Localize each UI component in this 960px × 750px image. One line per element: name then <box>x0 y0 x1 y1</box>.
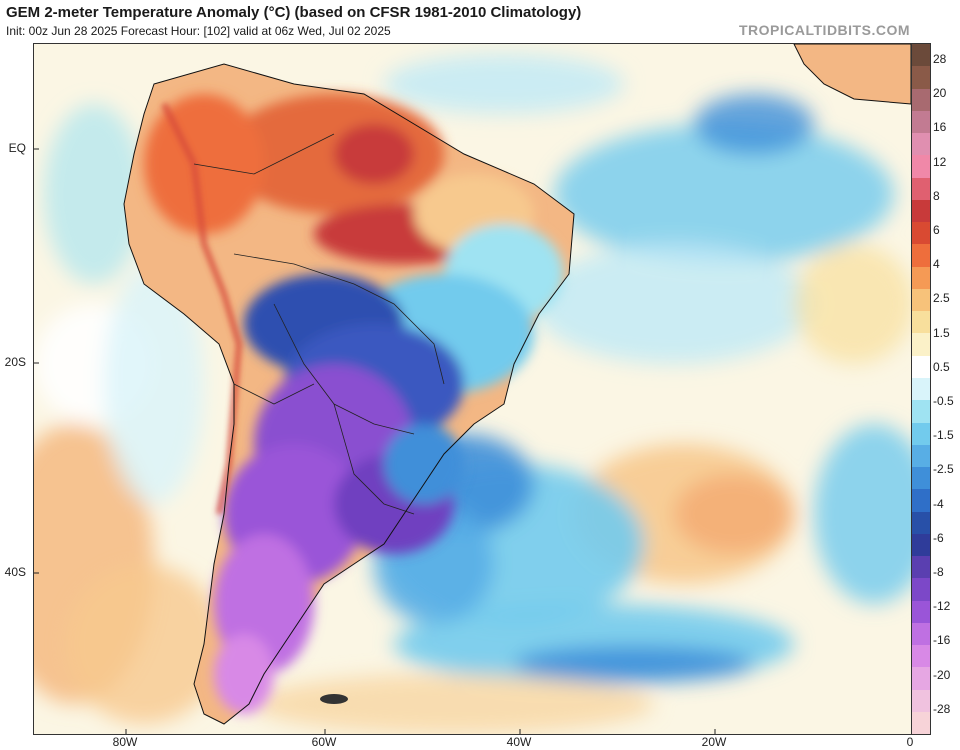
colorbar-label: 1.5 <box>933 325 950 340</box>
colorbar-label: 4 <box>933 257 940 272</box>
south-america <box>123 63 575 725</box>
colorbar-label: -6 <box>933 530 944 545</box>
pacific-anomalies <box>34 104 224 724</box>
colorbar-swatch <box>912 66 930 89</box>
colorbar-label: -4 <box>933 496 944 511</box>
colorbar-label: -2.5 <box>933 462 954 477</box>
lat-label-40s: 40S <box>4 565 26 579</box>
inner-ticks <box>34 148 716 734</box>
colorbar-swatch <box>912 377 930 401</box>
colorbar-swatch <box>912 288 930 312</box>
colorbar-swatch <box>912 266 930 289</box>
colorbar-swatch <box>912 177 930 200</box>
chart-title: GEM 2-meter Temperature Anomaly (°C) (ba… <box>6 4 582 21</box>
colorbar-swatch <box>912 556 930 579</box>
colorbar-label: 6 <box>933 223 940 237</box>
colorbar-swatch <box>912 645 930 668</box>
colorbar-label: -8 <box>933 565 944 579</box>
lat-label-20s: 20S <box>4 355 26 369</box>
lat-label-eq: EQ <box>8 141 26 155</box>
colorbar-label: 2.5 <box>933 291 950 306</box>
colorbar-swatch <box>912 533 930 557</box>
colorbar-label: 20 <box>933 86 947 101</box>
colorbar-label: -28 <box>933 701 951 716</box>
colorbar-swatch <box>912 244 930 267</box>
colorbar-swatch <box>912 400 930 423</box>
colorbar-label: 0.5 <box>933 359 950 374</box>
lon-label-40w: 40W <box>506 735 532 749</box>
africa-corner <box>793 44 911 105</box>
colorbar-label: 8 <box>933 188 940 203</box>
colorbar-swatch <box>912 88 930 111</box>
colorbar-label: 28 <box>933 52 947 66</box>
colorbar-swatch <box>912 311 930 334</box>
colorbar-swatch <box>912 511 930 534</box>
colorbar-swatch <box>912 110 930 134</box>
colorbar-label: 12 <box>933 154 947 169</box>
colorbar-swatch <box>912 355 930 378</box>
lon-label-80w: 80W <box>112 735 138 749</box>
colorbar-swatch <box>912 199 930 223</box>
colorbar-label: -1.5 <box>933 428 954 443</box>
colorbar-swatch <box>912 44 930 67</box>
map-canvas <box>34 44 911 734</box>
colorbar-swatch <box>912 622 930 646</box>
colorbar-swatch <box>912 600 930 623</box>
colorbar-swatch <box>912 133 930 156</box>
colorbar-label: -0.5 <box>933 394 954 408</box>
colorbar-swatch <box>912 155 930 178</box>
colorbar-swatch <box>912 489 930 512</box>
colorbar-swatch <box>912 444 930 468</box>
colorbar-swatch <box>912 689 930 712</box>
colorbar-swatch <box>912 222 930 245</box>
colorbar <box>911 43 931 735</box>
anomaly-map[interactable] <box>33 43 912 735</box>
colorbar-swatch <box>912 333 930 356</box>
forecast-info: Init: 00z Jun 28 2025 Forecast Hour: [10… <box>6 24 391 38</box>
colorbar-swatch <box>912 711 930 735</box>
colorbar-label: 16 <box>933 120 947 135</box>
colorbar-label: -16 <box>933 633 951 648</box>
lon-label-0: 0 <box>906 735 914 749</box>
colorbar-label: -20 <box>933 667 951 682</box>
colorbar-swatch <box>912 467 930 490</box>
colorbar-swatch <box>912 667 930 690</box>
colorbar-swatch <box>912 422 930 445</box>
colorbar-swatch <box>912 578 930 601</box>
falklands-island <box>320 694 348 704</box>
colorbar-label: -12 <box>933 599 951 614</box>
site-brand[interactable]: TROPICALTIDBITS.COM <box>738 22 910 38</box>
lon-label-20w: 20W <box>701 735 727 749</box>
lon-label-60w: 60W <box>311 735 337 749</box>
